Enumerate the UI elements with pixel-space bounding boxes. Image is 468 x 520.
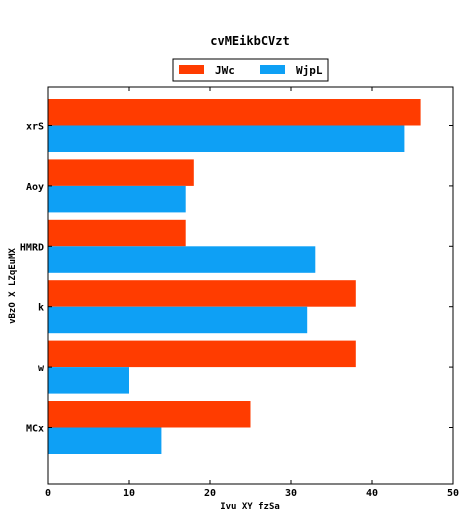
chart-title: cvMEikbCVzt	[210, 34, 289, 48]
bar-wjpl-aoy	[48, 185, 186, 213]
y-axis-label: vBzO X LZqEuMX	[8, 247, 18, 323]
bars-layer	[48, 99, 421, 454]
legend-box	[172, 58, 329, 82]
bar-jwc-xrs	[48, 99, 421, 126]
bar-jwc-mcx	[48, 401, 251, 428]
y-axis-ticks: xrS Aoy HMRD k w MCx	[20, 122, 453, 435]
bar-jwc-aoy	[48, 159, 194, 186]
y-tick-label: HMRD	[20, 242, 44, 253]
legend-swatch-wjpl	[260, 65, 285, 74]
x-tick-label: 40	[366, 488, 378, 499]
legend-swatch-jwc	[179, 65, 204, 74]
y-tick-label: xrS	[26, 122, 44, 133]
bar-wjpl-hmrd	[48, 246, 316, 273]
x-axis-label: Ivu XY fzSa	[220, 502, 280, 512]
legend-label-wjpl: WjpL	[296, 64, 323, 77]
y-tick-label: k	[38, 303, 44, 314]
legend: JWc WjpL	[172, 58, 329, 82]
bar-wjpl-k	[48, 306, 308, 334]
plot-frame	[47, 86, 454, 485]
bar-wjpl-mcx	[48, 427, 162, 454]
x-tick-label: 10	[123, 488, 135, 499]
bar-wjpl-xrs	[48, 125, 405, 152]
x-tick-label: 20	[204, 488, 216, 499]
y-tick-label: w	[38, 363, 45, 374]
bar-jwc-k	[48, 280, 356, 307]
y-tick-label: MCx	[26, 424, 44, 435]
x-tick-label: 0	[45, 488, 51, 499]
bar-wjpl-w	[48, 367, 129, 394]
bar-jwc-w	[48, 340, 356, 368]
x-tick-label: 30	[285, 488, 297, 499]
y-tick-label: Aoy	[26, 182, 44, 193]
legend-label-jwc: JWc	[215, 64, 235, 77]
bar-jwc-hmrd	[48, 219, 186, 247]
x-tick-label: 50	[447, 488, 459, 499]
